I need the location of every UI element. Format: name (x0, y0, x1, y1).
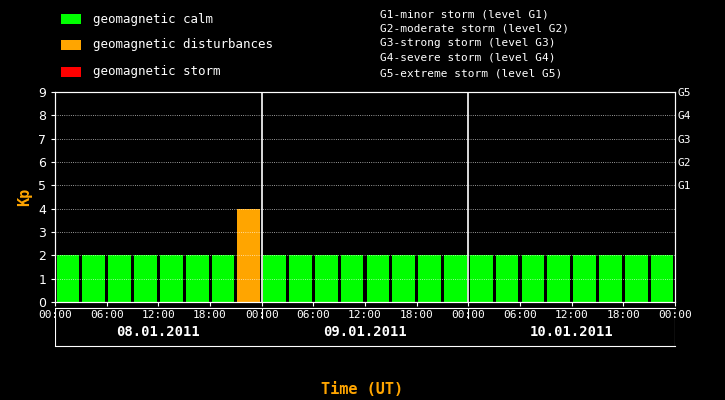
Bar (108, 255, 131, 302)
Bar (289, 255, 312, 302)
Bar (160, 255, 183, 302)
Text: G1-minor storm (level G1): G1-minor storm (level G1) (381, 9, 549, 19)
Bar (57, 255, 79, 302)
Text: geomagnetic storm: geomagnetic storm (94, 66, 221, 78)
Text: Time (UT): Time (UT) (321, 382, 404, 398)
FancyBboxPatch shape (61, 67, 81, 77)
Bar (625, 255, 647, 302)
Bar (367, 255, 389, 302)
Text: 10.01.2011: 10.01.2011 (530, 324, 613, 338)
Bar (521, 255, 544, 302)
Bar (470, 255, 492, 302)
Text: G4-severe storm (level G4): G4-severe storm (level G4) (381, 53, 556, 63)
Bar (651, 255, 674, 302)
Bar (134, 255, 157, 302)
Bar (547, 255, 570, 302)
Bar (238, 209, 260, 302)
FancyBboxPatch shape (61, 14, 81, 24)
Bar (392, 255, 415, 302)
Bar (496, 255, 518, 302)
Text: G2-moderate storm (level G2): G2-moderate storm (level G2) (381, 24, 569, 34)
Bar (263, 255, 286, 302)
Text: 09.01.2011: 09.01.2011 (323, 324, 407, 338)
Bar (341, 255, 363, 302)
Bar (83, 255, 105, 302)
Bar (212, 255, 234, 302)
Text: geomagnetic calm: geomagnetic calm (94, 13, 213, 26)
Text: G5-extreme storm (level G5): G5-extreme storm (level G5) (381, 69, 563, 78)
Bar (315, 255, 338, 302)
Text: geomagnetic disturbances: geomagnetic disturbances (94, 38, 273, 51)
Text: G3-strong storm (level G3): G3-strong storm (level G3) (381, 38, 556, 48)
Bar (599, 255, 622, 302)
Bar (418, 255, 441, 302)
FancyBboxPatch shape (61, 40, 81, 50)
Bar (444, 255, 467, 302)
Text: 08.01.2011: 08.01.2011 (117, 324, 200, 338)
Y-axis label: Kp: Kp (17, 188, 33, 206)
Bar (186, 255, 209, 302)
Bar (573, 255, 596, 302)
